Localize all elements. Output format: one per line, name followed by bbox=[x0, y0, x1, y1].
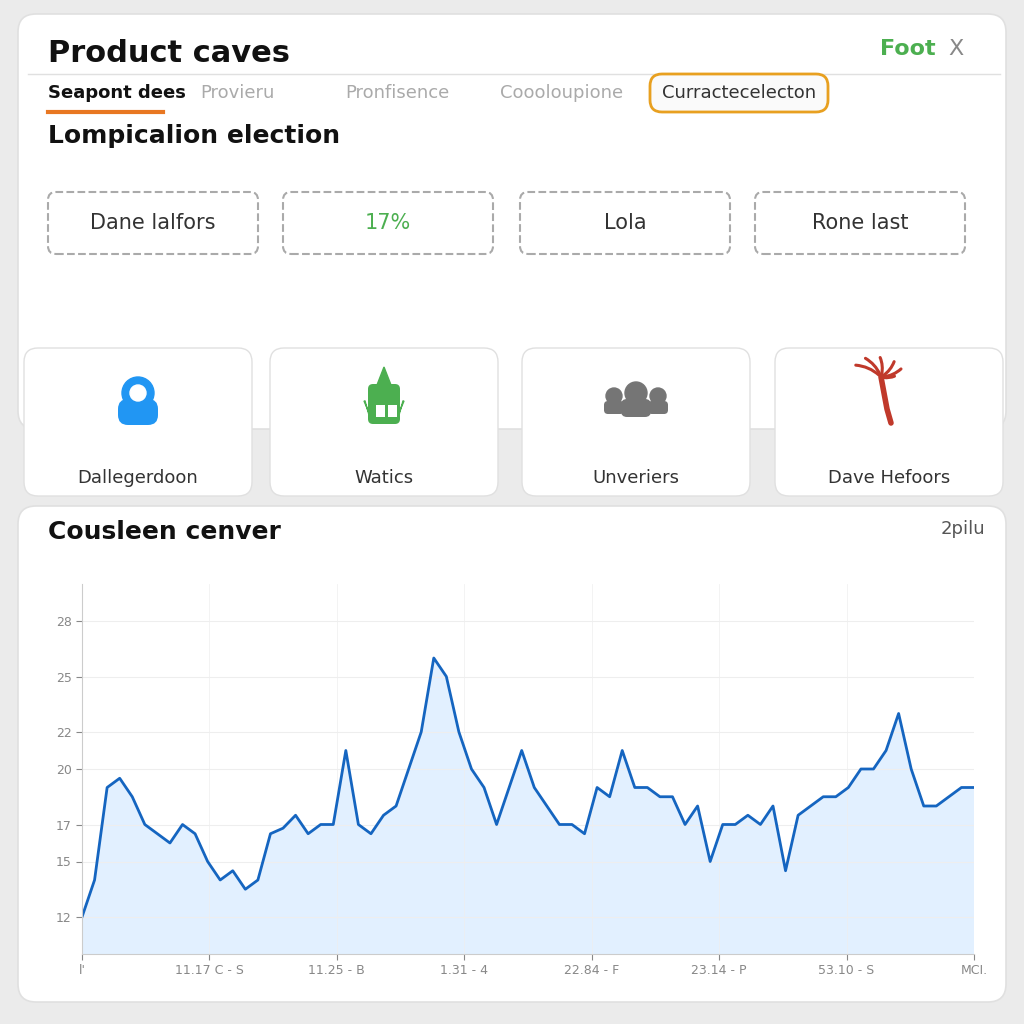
Text: Foot: Foot bbox=[880, 39, 936, 59]
Text: Dave Hefoors: Dave Hefoors bbox=[827, 469, 950, 487]
Text: Seapont dees: Seapont dees bbox=[48, 84, 186, 102]
FancyBboxPatch shape bbox=[755, 193, 965, 254]
FancyBboxPatch shape bbox=[621, 399, 651, 417]
FancyBboxPatch shape bbox=[270, 348, 498, 496]
Text: Dane lalfors: Dane lalfors bbox=[90, 213, 216, 233]
Circle shape bbox=[122, 377, 154, 409]
FancyBboxPatch shape bbox=[522, 348, 750, 496]
Text: Dallegerdoon: Dallegerdoon bbox=[78, 469, 199, 487]
Text: Watics: Watics bbox=[354, 469, 414, 487]
FancyBboxPatch shape bbox=[24, 348, 252, 496]
Text: Unveriers: Unveriers bbox=[593, 469, 680, 487]
Text: Lompicalion election: Lompicalion election bbox=[48, 124, 340, 148]
FancyBboxPatch shape bbox=[368, 384, 400, 424]
FancyBboxPatch shape bbox=[283, 193, 493, 254]
FancyBboxPatch shape bbox=[48, 193, 258, 254]
Text: 2pilu: 2pilu bbox=[940, 520, 985, 538]
FancyBboxPatch shape bbox=[118, 399, 158, 425]
FancyBboxPatch shape bbox=[376, 406, 385, 417]
Text: Provieru: Provieru bbox=[200, 84, 274, 102]
Text: Product caves: Product caves bbox=[48, 39, 290, 68]
Text: Coooloupione: Coooloupione bbox=[500, 84, 624, 102]
Circle shape bbox=[606, 388, 622, 404]
Polygon shape bbox=[398, 401, 404, 415]
Circle shape bbox=[650, 388, 666, 404]
Circle shape bbox=[130, 385, 146, 401]
FancyBboxPatch shape bbox=[604, 401, 624, 414]
Text: Curractecelecton: Curractecelecton bbox=[662, 84, 816, 102]
Text: X: X bbox=[948, 39, 964, 59]
Polygon shape bbox=[377, 367, 391, 385]
Text: Rone last: Rone last bbox=[812, 213, 908, 233]
Text: Lola: Lola bbox=[604, 213, 646, 233]
FancyBboxPatch shape bbox=[775, 348, 1002, 496]
Text: Cousleen cenver: Cousleen cenver bbox=[48, 520, 281, 544]
Text: 17%: 17% bbox=[365, 213, 411, 233]
FancyBboxPatch shape bbox=[18, 506, 1006, 1002]
Circle shape bbox=[625, 382, 647, 404]
Polygon shape bbox=[364, 401, 370, 415]
FancyBboxPatch shape bbox=[520, 193, 730, 254]
FancyBboxPatch shape bbox=[18, 14, 1006, 429]
FancyBboxPatch shape bbox=[648, 401, 668, 414]
FancyBboxPatch shape bbox=[650, 74, 828, 112]
FancyBboxPatch shape bbox=[388, 406, 397, 417]
Text: Pronfisence: Pronfisence bbox=[345, 84, 450, 102]
